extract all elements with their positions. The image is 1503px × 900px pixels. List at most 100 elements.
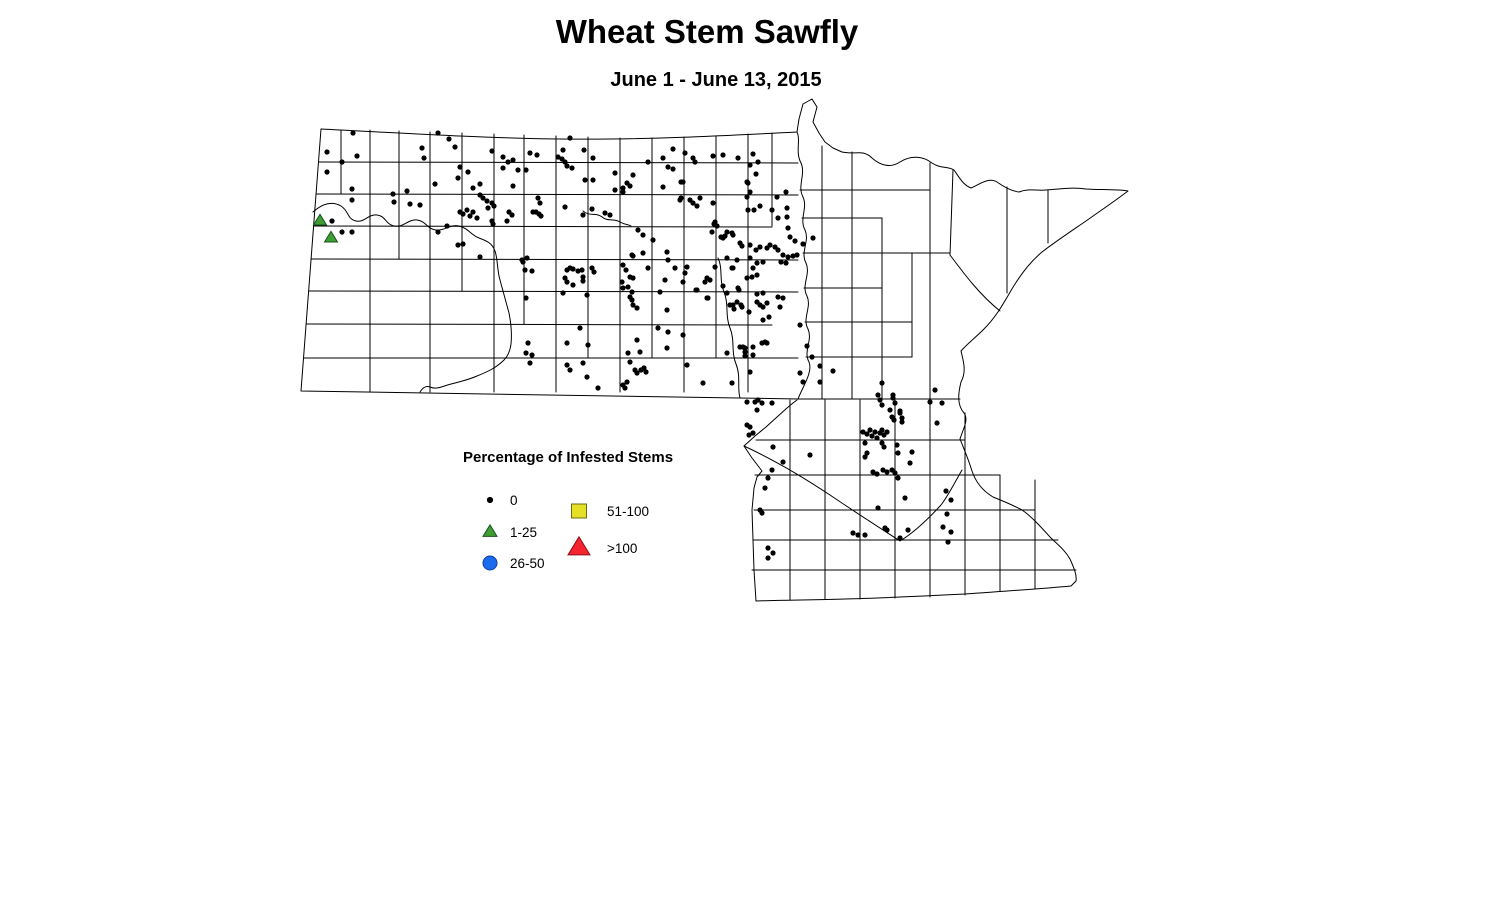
survey-point-zero	[655, 325, 661, 331]
survey-point-zero	[664, 345, 670, 351]
survey-point-zero	[580, 360, 586, 366]
survey-point-zero	[660, 155, 666, 161]
survey-point-zero	[560, 290, 566, 296]
survey-point-zero	[509, 212, 515, 218]
survey-point-zero	[775, 294, 781, 300]
survey-point-zero	[589, 265, 595, 271]
survey-point-zero	[765, 545, 771, 551]
survey-point-zero	[720, 152, 726, 158]
survey-point-zero	[670, 146, 676, 152]
survey-point-zero	[750, 344, 756, 350]
survey-point-zero	[665, 329, 671, 335]
survey-point-zero	[477, 254, 483, 260]
survey-point-zero	[569, 165, 575, 171]
survey-point-zero	[765, 475, 771, 481]
survey-point-zero	[435, 229, 441, 235]
survey-point-zero	[747, 242, 753, 248]
survey-point-zero	[435, 130, 441, 136]
survey-point-zero	[750, 352, 756, 358]
survey-point-zero	[736, 287, 742, 293]
survey-point-1-25	[323, 230, 339, 243]
survey-point-zero	[504, 218, 510, 224]
survey-point-zero	[775, 247, 781, 253]
survey-point-zero	[390, 191, 396, 197]
survey-point-zero	[635, 227, 641, 233]
survey-point-zero	[710, 153, 716, 159]
survey-point-zero	[750, 265, 756, 271]
survey-point-zero	[760, 259, 766, 265]
survey-point-zero	[765, 555, 771, 561]
survey-point-zero	[354, 153, 360, 159]
survey-point-zero	[927, 399, 933, 405]
survey-point-zero	[564, 163, 570, 169]
survey-point-zero	[879, 440, 885, 446]
survey-point-zero	[643, 369, 649, 375]
survey-point-zero	[712, 264, 718, 270]
survey-point-zero	[749, 274, 755, 280]
survey-point-zero	[785, 254, 791, 260]
survey-point-zero	[747, 369, 753, 375]
survey-point-zero	[753, 171, 759, 177]
survey-point-zero	[684, 362, 690, 368]
survey-point-zero	[722, 233, 728, 239]
survey-point-zero	[627, 359, 633, 365]
survey-point-zero	[589, 206, 595, 212]
survey-point-zero	[934, 420, 940, 426]
survey-point-zero	[622, 385, 628, 391]
survey-point-zero	[869, 433, 875, 439]
survey-point-zero	[690, 155, 696, 161]
survey-point-zero	[877, 397, 883, 403]
survey-point-zero	[620, 262, 626, 268]
survey-point-zero	[895, 450, 901, 456]
survey-point-zero	[645, 159, 651, 165]
survey-point-zero	[907, 460, 913, 466]
survey-point-zero	[620, 185, 626, 191]
survey-point-zero	[444, 223, 450, 229]
survey-point-zero	[579, 267, 585, 273]
survey-point-zero	[678, 195, 684, 201]
survey-point-zero	[744, 194, 750, 200]
survey-point-zero	[620, 189, 626, 195]
survey-point-zero	[790, 253, 796, 259]
survey-point-zero	[724, 290, 730, 296]
survey-point-zero	[862, 532, 868, 538]
survey-point-zero	[884, 527, 890, 533]
survey-point-zero	[391, 199, 397, 205]
survey-point-zero	[769, 400, 775, 406]
survey-point-zero	[785, 225, 791, 231]
survey-point-zero	[665, 257, 671, 263]
survey-point-zero	[757, 244, 763, 250]
survey-point-zero	[746, 309, 752, 315]
survey-point-zero	[899, 415, 905, 421]
survey-point-zero	[754, 291, 760, 297]
survey-point-zero	[750, 151, 756, 157]
dot-icon	[477, 487, 507, 513]
survey-point-zero	[567, 135, 573, 141]
survey-point-zero	[692, 159, 698, 165]
survey-point-zero	[777, 304, 783, 310]
survey-point-zero	[582, 177, 588, 183]
survey-point-zero	[590, 155, 596, 161]
survey-point-zero	[817, 379, 823, 385]
survey-point-zero	[750, 430, 756, 436]
survey-point-zero	[474, 215, 480, 221]
survey-point-zero	[830, 368, 836, 374]
survey-point-zero	[515, 167, 521, 173]
survey-point-zero	[619, 279, 625, 285]
survey-point-zero	[525, 340, 531, 346]
survey-point-zero	[730, 232, 736, 238]
survey-point-zero	[645, 265, 651, 271]
page-subtitle: June 1 - June 13, 2015	[610, 69, 822, 91]
survey-point-zero	[760, 304, 766, 310]
survey-point-zero	[660, 184, 666, 190]
survey-point-zero	[891, 417, 897, 423]
survey-point-zero	[339, 229, 345, 235]
survey-point-zero	[887, 407, 893, 413]
survey-point-zero	[324, 149, 330, 155]
survey-point-zero	[630, 302, 636, 308]
survey-point-zero	[625, 284, 631, 290]
survey-point-zero	[704, 295, 710, 301]
survey-point-zero	[770, 550, 776, 556]
survey-point-zero	[909, 449, 915, 455]
